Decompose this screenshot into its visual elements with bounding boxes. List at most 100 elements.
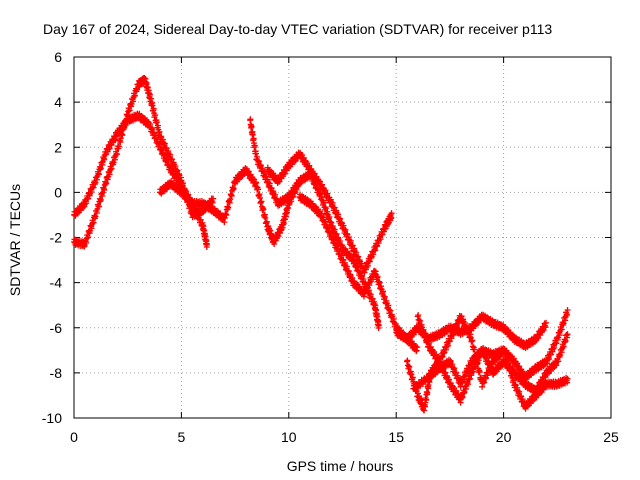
data-point xyxy=(252,150,259,157)
data-point xyxy=(169,156,176,163)
x-axis-label: GPS time / hours xyxy=(287,458,394,474)
data-point xyxy=(376,279,383,286)
series-sat-f xyxy=(296,191,421,355)
data-point xyxy=(564,331,571,338)
data-points xyxy=(71,75,571,414)
x-tick-label: 20 xyxy=(496,429,512,445)
x-tick-label: 0 xyxy=(70,429,78,445)
y-tick-label: 0 xyxy=(54,184,62,200)
data-point xyxy=(119,132,126,139)
data-point xyxy=(505,360,512,367)
data-point xyxy=(381,294,388,301)
data-point xyxy=(149,102,156,109)
data-point xyxy=(328,219,335,226)
data-point xyxy=(108,165,115,172)
data-point xyxy=(228,192,235,199)
data-point xyxy=(388,210,395,217)
data-point xyxy=(285,204,292,211)
series-sat-e xyxy=(264,149,395,276)
data-point xyxy=(153,119,160,126)
data-point xyxy=(502,350,509,357)
data-point xyxy=(281,216,288,223)
chart-title: Day 167 of 2024, Sidereal Day-to-day VTE… xyxy=(43,21,552,37)
grid-lines xyxy=(74,57,611,418)
data-point xyxy=(424,389,431,396)
data-point xyxy=(90,219,97,226)
x-tick-label: 10 xyxy=(281,429,297,445)
data-point xyxy=(227,196,234,203)
data-point xyxy=(543,319,550,326)
axis-ticks: 0 5 10 15 20 25 -10 -8 -6 -4 -2 0 2 4 6 xyxy=(42,49,619,445)
data-point xyxy=(256,194,263,201)
data-point xyxy=(152,112,159,119)
data-point xyxy=(197,216,204,223)
y-tick-label: 6 xyxy=(54,49,62,65)
data-point xyxy=(423,397,430,404)
data-point xyxy=(85,195,92,202)
data-point xyxy=(411,385,418,392)
data-point xyxy=(210,195,217,202)
y-axis-label: SDTVAR / TECUs xyxy=(7,184,23,296)
x-tick-label: 15 xyxy=(388,429,404,445)
data-point xyxy=(126,107,133,114)
data-point xyxy=(466,375,473,382)
data-point xyxy=(469,337,476,344)
data-point xyxy=(123,116,130,123)
series-sat-b xyxy=(71,75,217,250)
data-point xyxy=(268,185,275,192)
data-point xyxy=(148,95,155,102)
data-point xyxy=(115,143,122,150)
data-point xyxy=(223,212,230,219)
data-point xyxy=(258,198,265,205)
y-tick-label: -10 xyxy=(42,410,62,426)
data-point xyxy=(230,185,237,192)
data-point xyxy=(97,165,104,172)
data-point xyxy=(564,306,571,313)
data-point xyxy=(255,186,262,193)
data-point xyxy=(132,92,139,99)
data-point xyxy=(471,346,478,353)
data-point xyxy=(331,204,338,211)
data-point xyxy=(203,240,210,247)
data-point xyxy=(461,388,468,395)
y-tick-label: -2 xyxy=(50,230,63,246)
data-point xyxy=(417,317,424,324)
series-sat-c xyxy=(156,165,303,248)
data-point xyxy=(406,364,413,371)
data-point xyxy=(375,321,382,328)
data-point xyxy=(179,180,186,187)
data-point xyxy=(553,340,560,347)
data-point xyxy=(473,355,480,362)
y-tick-label: -6 xyxy=(50,320,63,336)
series-sat-g xyxy=(393,311,550,352)
y-tick-label: 4 xyxy=(54,94,62,110)
data-point xyxy=(452,327,459,334)
data-point xyxy=(562,337,569,344)
data-point xyxy=(156,128,163,135)
data-point xyxy=(555,358,562,365)
y-tick-label: -4 xyxy=(50,275,63,291)
series-sat-j xyxy=(414,312,571,412)
x-tick-label: 5 xyxy=(178,429,186,445)
data-point xyxy=(85,234,92,241)
data-point xyxy=(113,151,120,158)
data-point xyxy=(510,377,517,384)
data-point xyxy=(474,360,481,367)
data-point xyxy=(262,214,269,221)
data-point xyxy=(414,344,421,351)
data-point xyxy=(225,204,232,211)
data-point xyxy=(564,375,571,382)
data-point xyxy=(414,384,421,391)
data-point xyxy=(476,368,483,375)
data-point xyxy=(507,367,514,374)
data-point xyxy=(361,269,368,276)
data-point xyxy=(422,332,429,339)
data-point xyxy=(322,218,329,225)
data-point xyxy=(387,307,394,314)
x-tick-label: 25 xyxy=(603,429,619,445)
data-point xyxy=(247,116,254,123)
data-point xyxy=(560,343,567,350)
data-point xyxy=(251,142,258,149)
y-tick-label: -8 xyxy=(50,365,63,381)
data-point xyxy=(95,171,102,178)
